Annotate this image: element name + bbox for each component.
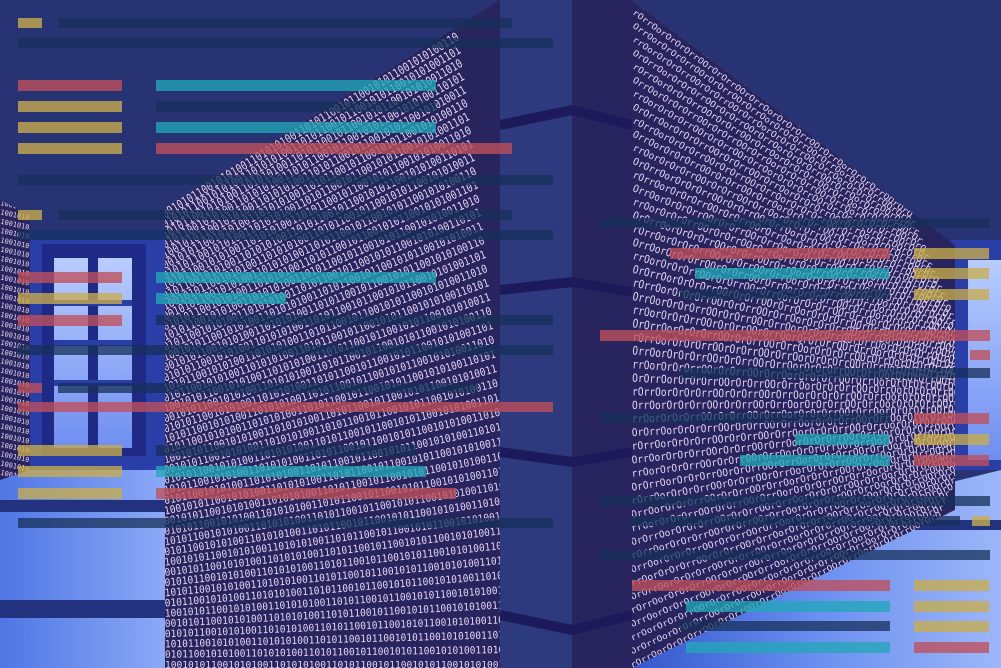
overlay-bar: [914, 621, 989, 632]
overlay-bar: [18, 38, 553, 48]
overlay-bar: [18, 122, 122, 133]
overlay-bar: [914, 580, 989, 591]
overlay-bar: [18, 445, 122, 456]
overlay-bar: [632, 580, 890, 591]
overlay-bar: [670, 248, 890, 259]
overlay-bar: [600, 496, 990, 506]
overlay-bar: [156, 272, 436, 283]
overlay-bar: [914, 434, 989, 445]
overlay-bar: [18, 143, 122, 154]
window-mullion-2: [54, 340, 132, 346]
overlay-bar: [914, 601, 989, 612]
overlay-bar: [18, 518, 553, 528]
overlay-bar: [600, 218, 990, 228]
overlay-bar: [680, 368, 990, 378]
overlay-bar: [686, 642, 890, 653]
overlay-bar: [156, 122, 436, 133]
overlay-bar: [914, 289, 989, 300]
overlay-bar: [18, 488, 122, 499]
binary-strip-row: 10010101: [0, 469, 34, 484]
overlay-bar: [18, 18, 42, 28]
overlay-bar: [795, 434, 889, 445]
overlay-bar: [156, 143, 512, 154]
binary-digit-row: 1001010110010101001101010100110101100101…: [165, 660, 510, 668]
overlay-bar: [156, 101, 436, 112]
overlay-bar: [686, 601, 890, 612]
overlay-bar: [18, 402, 553, 412]
overlay-bar: [18, 175, 553, 185]
overlay-bar: [156, 293, 286, 304]
overlay-bar: [914, 413, 989, 424]
overlay-bar: [156, 80, 436, 91]
overlay-bar: [600, 550, 990, 560]
pillar-band-1: [498, 104, 634, 130]
overlay-bar: [18, 345, 553, 355]
overlay-bar: [156, 466, 426, 477]
far-left-binary-strip: 1001010110010101100101011001010110010101…: [0, 200, 34, 484]
overlay-bar: [680, 289, 890, 299]
overlay-bar: [18, 272, 122, 283]
overlay-bar: [58, 210, 512, 220]
overlay-bar: [18, 293, 122, 304]
overlay-bar: [18, 80, 122, 91]
binary-digit-row: 0101100101010011010101001101011001011001…: [165, 645, 510, 661]
overlay-bar: [18, 466, 122, 477]
overlay-bar: [680, 621, 890, 631]
pillar-band-3: [499, 447, 633, 468]
overlay-bar: [914, 248, 989, 259]
pillar-band-2: [499, 276, 633, 297]
overlay-bar: [914, 455, 989, 466]
binary-letter-row: OrrOorOrOrOrrOOrOrOrrOOrOrrOorOrOrOrrOOr…: [632, 397, 977, 412]
overlay-bar: [156, 488, 456, 499]
overlay-bar: [630, 516, 960, 526]
overlay-bar: [58, 18, 512, 28]
overlay-bar: [18, 230, 553, 240]
overlay-bar: [156, 445, 416, 456]
pillar-band-4: [498, 610, 634, 636]
overlay-bar: [18, 315, 122, 326]
overlay-bar: [914, 642, 989, 653]
overlay-bar: [695, 268, 889, 279]
overlay-bar: [18, 383, 42, 393]
overlay-bar: [970, 350, 990, 360]
overlay-bars: [18, 18, 990, 653]
overlay-bar: [58, 383, 478, 393]
overlay-bar: [600, 330, 990, 341]
overlay-bar: [740, 455, 890, 466]
overlay-bar: [18, 210, 42, 220]
overlay-bar: [914, 268, 989, 279]
overlay-bar: [156, 315, 553, 325]
overlay-bar: [972, 516, 990, 526]
overlay-bar: [18, 101, 122, 112]
overlay-bar: [600, 413, 890, 423]
